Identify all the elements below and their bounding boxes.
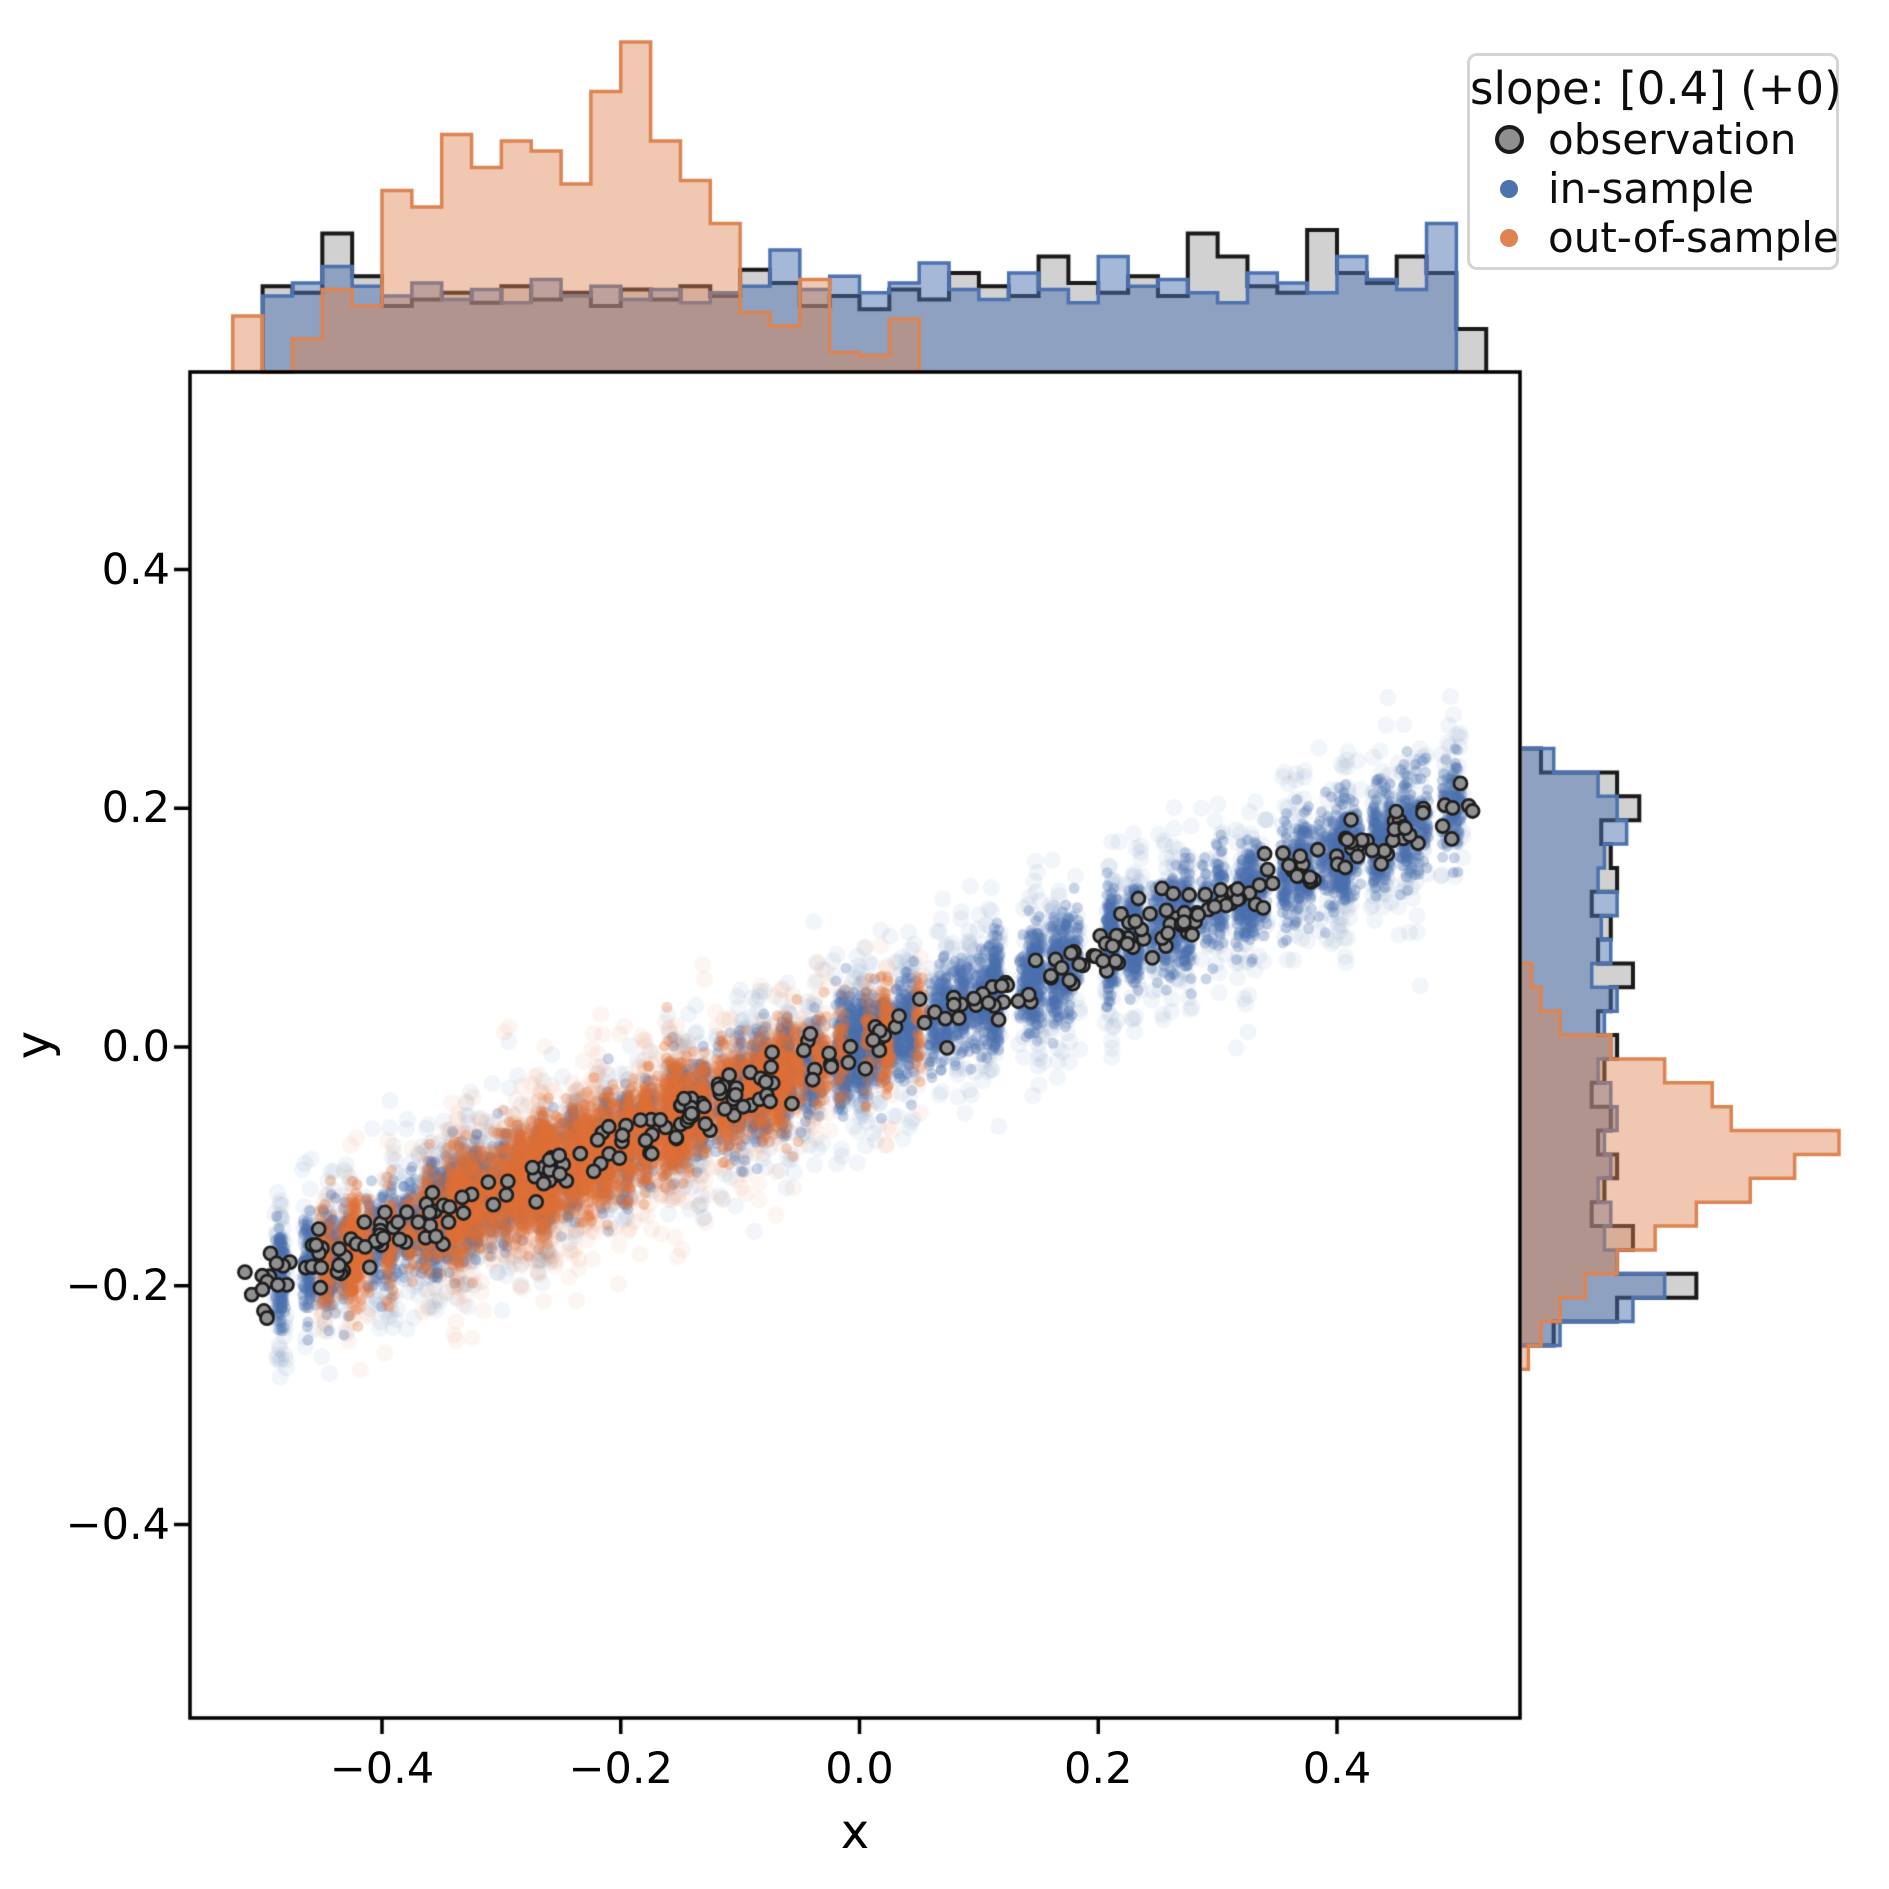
y-tick-label: 0.4 — [101, 544, 170, 595]
legend-item-label: observation — [1548, 114, 1797, 164]
legend-title: slope: [0.4] (+0) — [1470, 62, 1842, 115]
y-tick-label: 0.0 — [101, 1022, 170, 1072]
y-tick-label: −0.4 — [65, 1499, 170, 1550]
x-tick-label: −0.2 — [568, 1744, 673, 1794]
legend-item-out-of-sample: out-of-sample — [1470, 212, 1839, 262]
x-tick-label: 0.0 — [825, 1744, 894, 1794]
x-tick-label: 0.4 — [1302, 1744, 1372, 1794]
observation-marker-icon — [1494, 125, 1524, 154]
in-sample-marker-icon — [1500, 179, 1518, 198]
legend-item-observation: observation — [1470, 115, 1836, 164]
x-axis-label: x — [840, 1804, 870, 1860]
legend-item-label: in-sample — [1548, 163, 1755, 213]
y-axis-label: y — [6, 1030, 62, 1060]
out-of-sample-marker-icon — [1500, 228, 1518, 247]
x-tick-label: −0.4 — [329, 1744, 435, 1794]
y-tick-label: −0.2 — [65, 1260, 170, 1311]
legend: slope: [0.4] (+0) observation in-sample … — [1467, 53, 1842, 270]
legend-item-label: out-of-sample — [1548, 212, 1839, 262]
x-tick-label: 0.2 — [1064, 1744, 1133, 1794]
legend-item-in-sample: in-sample — [1470, 164, 1836, 213]
y-tick-label: 0.2 — [101, 783, 170, 834]
